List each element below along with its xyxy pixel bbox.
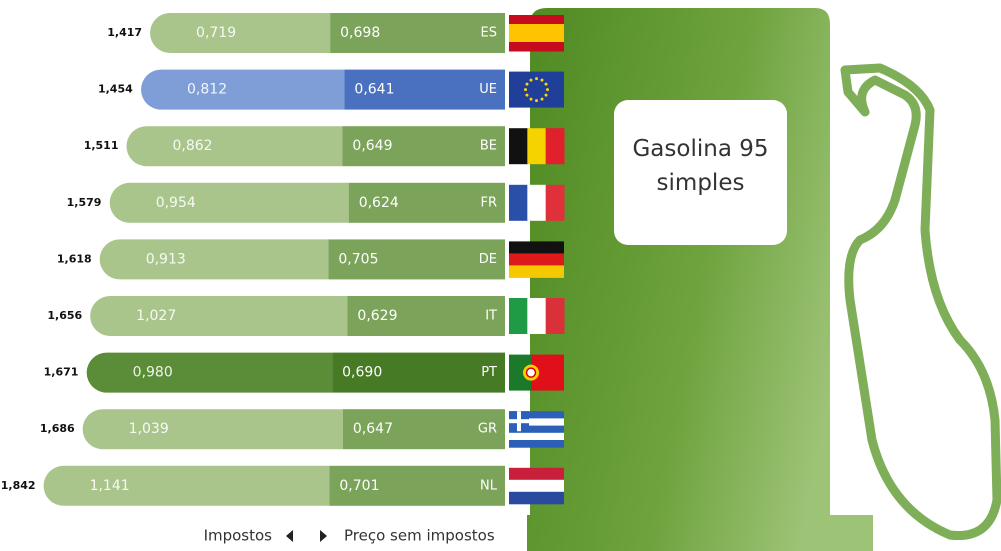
flag-stripe <box>509 253 564 266</box>
value-label: 1,039 <box>129 421 169 437</box>
flag <box>509 72 564 108</box>
category-label: FR <box>480 195 497 210</box>
legend: Impostos Preço sem impostos <box>204 527 495 545</box>
flag-star <box>545 94 548 97</box>
flag-star <box>530 98 533 101</box>
legend-label: Preço sem impostos <box>344 527 495 545</box>
value-label: 0,705 <box>338 251 378 267</box>
flag <box>509 468 564 505</box>
flag <box>509 355 564 391</box>
total-label: 1,842 <box>1 479 36 492</box>
total-label: 1,417 <box>107 26 142 39</box>
category-label: NL <box>480 478 498 493</box>
flag-stripe <box>546 185 565 221</box>
page: Impostos Preço sem impostos 0,719 0,698 ES… <box>0 0 1001 551</box>
bar-segment <box>126 126 342 166</box>
flag-star <box>535 77 538 80</box>
value-label: 0,690 <box>342 365 382 381</box>
flag-stripe <box>509 15 564 25</box>
category-label: GR <box>478 422 497 437</box>
flag-stripe <box>509 265 564 278</box>
value-label: 0,624 <box>359 195 399 211</box>
bar-segment <box>44 466 330 506</box>
bar-segment <box>100 239 329 279</box>
total-label: 1,656 <box>47 309 82 322</box>
total-label: 1,671 <box>44 366 79 379</box>
flag-stripe <box>509 185 528 221</box>
legend-label: Impostos <box>204 527 273 545</box>
flag-stripe <box>509 42 564 52</box>
total-label: 1,511 <box>84 139 119 152</box>
flag-stripe <box>527 185 546 221</box>
total-label: 1,618 <box>57 252 92 265</box>
total-label: 1,454 <box>98 83 133 96</box>
flag-star <box>530 79 533 82</box>
flag-stripe <box>527 298 546 334</box>
value-label: 0,647 <box>353 421 393 437</box>
value-label: 0,629 <box>357 308 397 324</box>
flag-stripe <box>527 128 546 164</box>
total-label: 1,579 <box>67 196 102 209</box>
category-label: UE <box>479 82 497 97</box>
chart-title: Gasolina 95 simples <box>614 100 787 245</box>
category-label: ES <box>481 26 497 41</box>
chart: Impostos Preço sem impostos 0,719 0,698 ES… <box>0 0 1001 551</box>
flag-star <box>524 88 527 91</box>
bar-segment <box>83 409 343 449</box>
flag-star <box>525 83 528 86</box>
pump <box>527 8 997 551</box>
flag-star <box>546 88 549 91</box>
category-label: BE <box>480 139 497 154</box>
flag-stripe <box>546 128 565 164</box>
flag-stripe <box>509 440 564 448</box>
flag-stripe <box>509 492 564 505</box>
value-label: 0,698 <box>340 25 380 41</box>
flag-emblem <box>527 368 536 377</box>
category-label: DE <box>479 252 497 267</box>
flag-star <box>541 98 544 101</box>
category-label: PT <box>481 365 497 380</box>
flag-stripe <box>509 24 564 34</box>
bar-segment <box>150 13 330 53</box>
value-label: 0,641 <box>354 82 394 98</box>
value-label: 1,141 <box>90 478 130 494</box>
flag-stripe <box>509 33 564 43</box>
flag-stripe <box>509 480 564 493</box>
flag-star <box>545 83 548 86</box>
value-label: 0,913 <box>146 251 186 267</box>
total-label: 1,686 <box>40 422 75 435</box>
flag <box>509 241 564 278</box>
flag <box>509 298 565 334</box>
bar-segment <box>90 296 347 336</box>
flag <box>509 185 565 221</box>
value-label: 0,719 <box>196 25 236 41</box>
value-label: 0,649 <box>352 138 392 154</box>
flag <box>509 15 564 52</box>
flag-stripe <box>517 411 521 431</box>
flag-star <box>525 94 528 97</box>
bar-segment <box>141 70 344 110</box>
legend-arrow <box>286 530 293 542</box>
value-label: 0,701 <box>339 478 379 494</box>
value-label: 0,862 <box>172 138 212 154</box>
bar-segment <box>110 183 349 223</box>
bar-segment <box>87 353 332 393</box>
value-label: 1,027 <box>136 308 176 324</box>
flag-star <box>541 79 544 82</box>
category-label: IT <box>485 309 497 324</box>
legend-arrow <box>320 530 327 542</box>
flag-stripe <box>509 72 564 108</box>
flag <box>509 411 564 448</box>
value-label: 0,954 <box>156 195 196 211</box>
flag-stripe <box>546 298 565 334</box>
value-label: 0,812 <box>187 82 227 98</box>
flag-stripe <box>509 433 564 441</box>
flag <box>509 128 565 164</box>
flag-stripe <box>509 298 528 334</box>
flag-stripe <box>509 468 564 481</box>
flag-star <box>535 99 538 102</box>
flag-stripe <box>509 241 564 254</box>
value-label: 0,980 <box>133 365 173 381</box>
flag-stripe <box>509 128 528 164</box>
